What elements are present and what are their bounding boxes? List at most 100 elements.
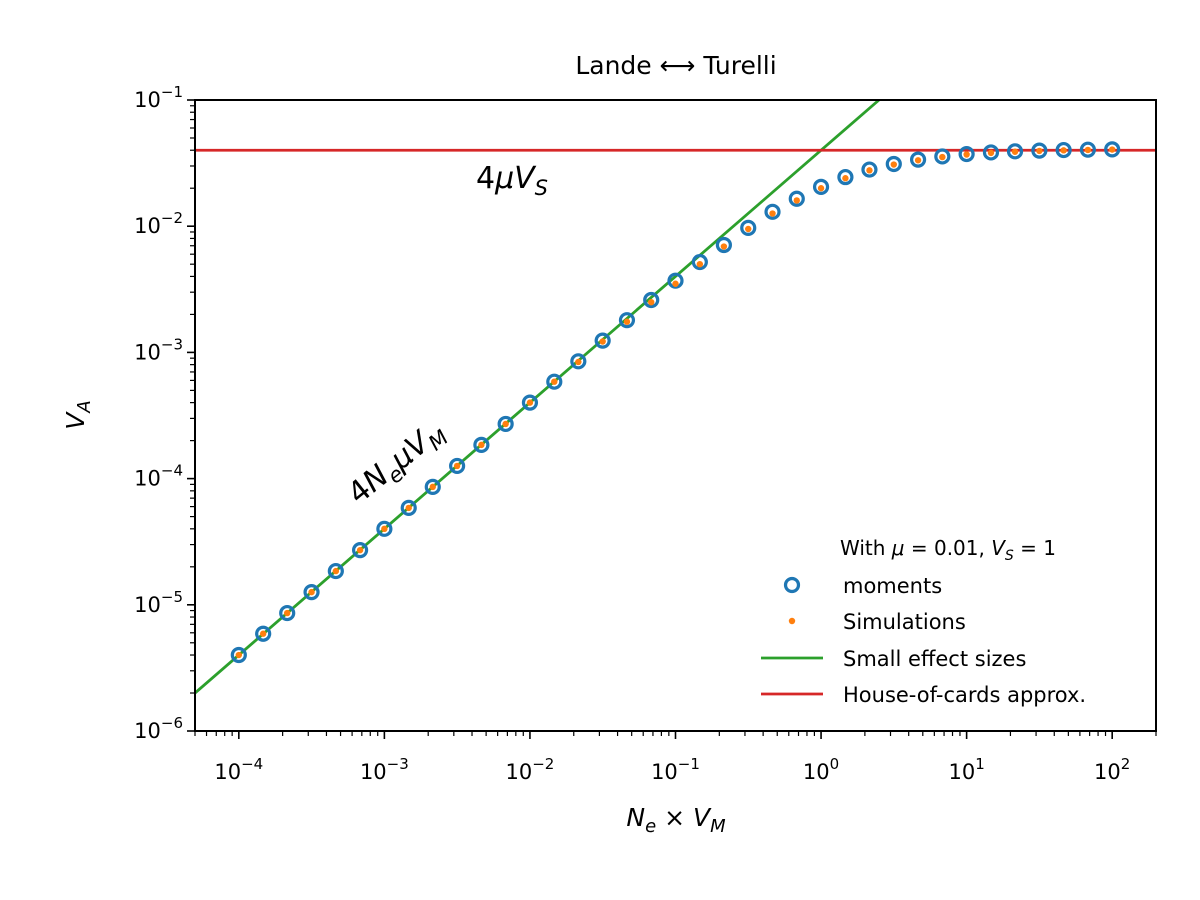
moments-point xyxy=(497,415,514,433)
simulation-point xyxy=(914,157,922,164)
simulation-point xyxy=(939,153,946,161)
moments-point xyxy=(812,178,830,195)
simulation-point xyxy=(502,420,509,428)
simulation-point xyxy=(672,280,679,287)
moments-point xyxy=(230,646,247,664)
moments-point xyxy=(885,155,902,173)
y-tick-label: 10−3 xyxy=(134,335,183,364)
simulation-point xyxy=(332,567,340,575)
legend-small-effect-label: Small effect sizes xyxy=(843,647,1026,671)
y-axis-label: VA xyxy=(61,400,95,429)
legend-moments-marker xyxy=(783,576,801,594)
moments-point xyxy=(1079,141,1096,158)
moments-point xyxy=(934,148,951,165)
simulation-point xyxy=(235,651,243,659)
moments-point xyxy=(521,394,539,411)
simulation-point xyxy=(745,225,752,233)
house-of-cards-annotation: 4μVS xyxy=(476,161,548,200)
simulation-point xyxy=(963,151,970,158)
x-tick-label: 102 xyxy=(1094,755,1130,784)
simulation-point xyxy=(599,338,606,345)
small-effect-line xyxy=(195,100,880,695)
legend-title: With μ = 0.01, VS = 1 xyxy=(840,536,1056,564)
simulation-point xyxy=(648,298,655,306)
moments-point xyxy=(764,203,781,220)
moments-point xyxy=(788,190,805,207)
simulation-point xyxy=(405,504,412,512)
legend-simulations-marker xyxy=(788,617,796,625)
x-tick-label: 10−4 xyxy=(214,755,263,784)
simulation-point xyxy=(842,175,849,182)
moments-point xyxy=(1104,141,1121,158)
plot-area xyxy=(194,99,1157,732)
simulation-point xyxy=(623,318,631,325)
legend: With μ = 0.01, VS = 1 moments Simulations S… xyxy=(761,536,1086,707)
moments-point xyxy=(909,151,927,168)
chart-title: Lande ⟷ Turelli xyxy=(575,51,776,80)
simulation-point xyxy=(575,358,582,366)
moments-point xyxy=(279,604,296,622)
moments-point xyxy=(1055,141,1072,159)
simulation-point xyxy=(987,149,995,157)
simulation-point xyxy=(1108,146,1116,153)
moments-point xyxy=(958,145,975,163)
x-tick-label: 10−2 xyxy=(506,755,555,784)
simulation-point xyxy=(308,588,315,596)
y-tick-label: 10−5 xyxy=(134,588,183,617)
moments-point xyxy=(667,272,684,289)
moments-point xyxy=(594,332,611,349)
simulation-point xyxy=(1060,147,1067,154)
simulation-point xyxy=(769,210,776,217)
x-tick-label: 100 xyxy=(803,755,839,784)
simulation-point xyxy=(259,630,267,637)
moments-point xyxy=(449,457,466,475)
moments-point xyxy=(1006,143,1024,160)
moments-point xyxy=(351,542,369,559)
moments-point xyxy=(255,625,272,642)
moments-point xyxy=(1031,142,1048,159)
simulation-point xyxy=(890,161,897,168)
moments-point xyxy=(327,562,344,580)
simulation-point xyxy=(284,609,291,617)
x-tick-label: 10−3 xyxy=(360,755,409,784)
moments-point xyxy=(570,353,587,370)
moments-point xyxy=(691,253,708,271)
moments-point xyxy=(715,236,732,254)
x-axis-label: Ne × VM xyxy=(626,803,726,837)
data-marks xyxy=(230,141,1121,664)
simulation-point xyxy=(429,483,436,491)
moments-point xyxy=(303,584,320,601)
moments-point xyxy=(837,168,854,186)
simulation-point xyxy=(1036,147,1043,155)
legend-house-of-cards-label: House-of-cards approx. xyxy=(843,683,1086,707)
moments-point xyxy=(982,144,1000,161)
moments-point xyxy=(546,373,563,390)
moments-point xyxy=(861,161,878,178)
simulation-point xyxy=(866,167,873,174)
plot-frame xyxy=(194,99,1157,732)
simulation-point xyxy=(1084,146,1092,154)
legend-simulations-label: Simulations xyxy=(843,610,966,634)
moments-point xyxy=(424,478,441,495)
simulation-point xyxy=(478,441,485,449)
simulation-point xyxy=(1011,148,1019,155)
x-tick-label: 101 xyxy=(948,755,984,784)
moments-point xyxy=(376,520,393,537)
x-tick-label: 10−1 xyxy=(651,755,700,784)
small-effect-annotation: 4NeμVM xyxy=(341,414,453,515)
moments-point xyxy=(400,499,417,516)
moments-point xyxy=(643,291,660,309)
y-tick-label: 10−2 xyxy=(134,209,183,238)
simulation-point xyxy=(696,260,704,268)
axis-ticks: 10−4 10−3 10−2 10−1 100 101 102 10−6 10−5 10−4 10−… xyxy=(134,83,1157,784)
simulation-point xyxy=(817,185,825,192)
moments-point xyxy=(473,436,490,453)
simulation-point xyxy=(551,378,558,385)
simulation-point xyxy=(793,197,800,204)
simulation-point xyxy=(381,525,388,533)
simulation-point xyxy=(453,462,461,470)
simulation-point xyxy=(720,243,728,250)
y-tick-label: 10−4 xyxy=(134,462,183,491)
legend-moments-label: moments xyxy=(843,574,942,598)
